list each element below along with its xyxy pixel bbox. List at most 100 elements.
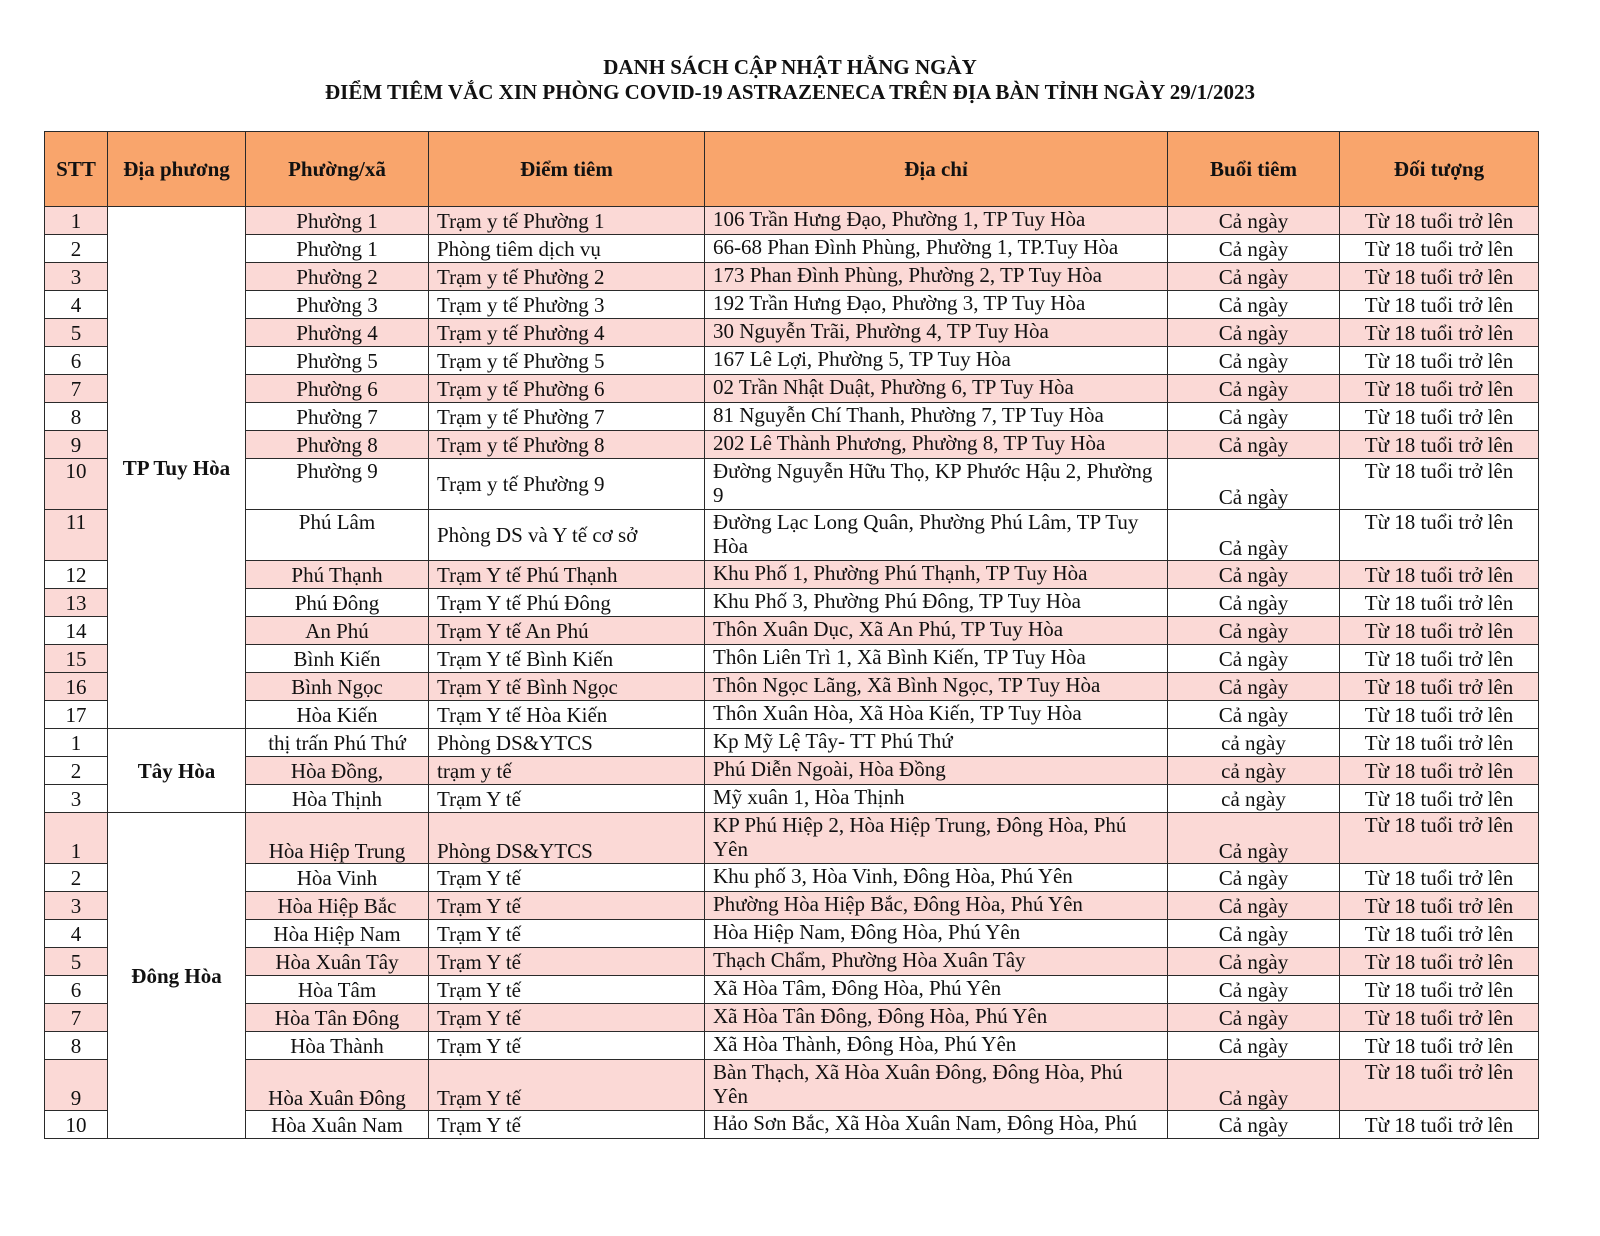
- row-address: Thôn Xuân Dục, Xã An Phú, TP Tuy Hòa: [704, 616, 1168, 645]
- row-site: Trạm y tế Phường 9: [428, 458, 705, 510]
- row-address: Khu Phố 1, Phường Phú Thạnh, TP Tuy Hòa: [704, 560, 1168, 589]
- row-ward: Hòa Thành: [245, 1031, 429, 1060]
- row-ward: Phường 6: [245, 374, 429, 403]
- row-stt: 2: [44, 234, 108, 263]
- row-address: Thôn Ngọc Lãng, Xã Bình Ngọc, TP Tuy Hòa: [704, 672, 1168, 701]
- row-session: cả ngày: [1167, 756, 1340, 785]
- row-target: Từ 18 tuổi trở lên: [1339, 262, 1539, 291]
- row-site: Trạm Y tế: [428, 1031, 705, 1060]
- row-ward: Hòa Hiệp Bắc: [245, 891, 429, 920]
- row-target: Từ 18 tuổi trở lên: [1339, 812, 1539, 864]
- table-row: 14 An Phú Trạm Y tế An Phú Thôn Xuân Dục, X…: [44, 616, 1539, 645]
- table-row: 4 Hòa Hiệp Nam Trạm Y tế Hòa Hiệp Nam, Đông…: [44, 919, 1539, 948]
- row-stt: 1: [44, 812, 108, 864]
- row-stt: 7: [44, 1003, 108, 1032]
- row-target: Từ 18 tuổi trở lên: [1339, 1059, 1539, 1111]
- row-target: Từ 18 tuổi trở lên: [1339, 560, 1539, 589]
- table-row: 9 Phường 8 Trạm y tế Phường 8 202 Lê Thành …: [44, 430, 1539, 459]
- row-target: Từ 18 tuổi trở lên: [1339, 374, 1539, 403]
- row-target: Từ 18 tuổi trở lên: [1339, 891, 1539, 920]
- table-row: 12 Phú Thạnh Trạm Y tế Phú Thạnh Khu Phố 1,…: [44, 560, 1539, 589]
- table-row: 5 Phường 4 Trạm y tế Phường 4 30 Nguyễn Trã…: [44, 318, 1539, 347]
- row-site: Trạm Y tế: [428, 1059, 705, 1111]
- row-ward: Phường 9: [245, 458, 429, 510]
- row-stt: 4: [44, 919, 108, 948]
- table-row: 8 Hòa Thành Trạm Y tế Xã Hòa Thành, Đông Hò…: [44, 1031, 1539, 1060]
- row-session: Cả ngày: [1167, 947, 1340, 976]
- table-row: 1 Tây Hòa thị trấn Phú Thứ Phòng DS&YTCS Kp …: [44, 728, 1539, 813]
- row-stt: 16: [44, 672, 108, 701]
- row-ward: Hòa Vinh: [245, 863, 429, 892]
- row-session: Cả ngày: [1167, 644, 1340, 673]
- row-session: Cả ngày: [1167, 234, 1340, 263]
- header-locality: Địa phương: [107, 131, 246, 207]
- row-address: 66-68 Phan Đình Phùng, Phường 1, TP.Tuy …: [704, 234, 1168, 263]
- row-ward: Phường 1: [245, 206, 429, 235]
- row-ward: Hòa Thịnh: [245, 784, 429, 813]
- row-session: Cả ngày: [1167, 560, 1340, 589]
- locality-cell: TP Tuy Hòa: [107, 206, 246, 729]
- row-site: Trạm y tế Phường 8: [428, 430, 705, 459]
- row-session: Cả ngày: [1167, 346, 1340, 375]
- row-address: Xã Hòa Tân Đông, Đông Hòa, Phú Yên: [704, 1003, 1168, 1032]
- row-site: Trạm y tế Phường 3: [428, 290, 705, 319]
- table-row: 5 Hòa Xuân Tây Trạm Y tế Thạch Chẩm, Phường…: [44, 947, 1539, 976]
- row-address: Xã Hòa Thành, Đông Hòa, Phú Yên: [704, 1031, 1168, 1060]
- row-address: 30 Nguyễn Trãi, Phường 4, TP Tuy Hòa: [704, 318, 1168, 347]
- document-title: DANH SÁCH CẬP NHẬT HẰNG NGÀY: [603, 55, 977, 79]
- row-stt: 1: [44, 206, 108, 235]
- row-site: Trạm Y tế Bình Kiến: [428, 644, 705, 673]
- row-ward: Phường 2: [245, 262, 429, 291]
- table-row: 9 Hòa Xuân Đông Trạm Y tế Bàn Thạch, Xã Hòa…: [44, 1059, 1539, 1111]
- table-row: 11 Phú Lâm Phòng DS và Y tế cơ sở Đường Lạc…: [44, 509, 1539, 561]
- row-stt: 3: [44, 784, 108, 813]
- row-ward: Phường 7: [245, 402, 429, 431]
- row-site: Trạm Y tế Phú Thạnh: [428, 560, 705, 589]
- locality-cell: Tây Hòa: [107, 728, 246, 813]
- row-target: Từ 18 tuổi trở lên: [1339, 1031, 1539, 1060]
- row-ward: Phường 3: [245, 290, 429, 319]
- row-stt: 17: [44, 700, 108, 729]
- row-address: Mỹ xuân 1, Hòa Thịnh: [704, 784, 1168, 813]
- header-target: Đối tượng: [1339, 131, 1539, 207]
- row-ward: Phú Lâm: [245, 509, 429, 561]
- row-target: Từ 18 tuổi trở lên: [1339, 700, 1539, 729]
- row-session: Cả ngày: [1167, 891, 1340, 920]
- table-row: 10 Phường 9 Trạm y tế Phường 9 Đường Nguyễn…: [44, 458, 1539, 510]
- header-session: Buổi tiêm: [1167, 131, 1340, 207]
- row-site: Phòng tiêm dịch vụ: [428, 234, 705, 263]
- row-ward: Phú Đông: [245, 588, 429, 617]
- row-target: Từ 18 tuổi trở lên: [1339, 318, 1539, 347]
- row-stt: 14: [44, 616, 108, 645]
- row-ward: An Phú: [245, 616, 429, 645]
- row-stt: 5: [44, 947, 108, 976]
- row-site: Trạm y tế Phường 7: [428, 402, 705, 431]
- row-session: cả ngày: [1167, 728, 1340, 757]
- row-address: Hảo Sơn Bắc, Xã Hòa Xuân Nam, Đông Hòa, …: [704, 1110, 1168, 1139]
- row-session: Cả ngày: [1167, 430, 1340, 459]
- row-address: 202 Lê Thành Phương, Phường 8, TP Tuy Hò…: [704, 430, 1168, 459]
- row-address: 81 Nguyễn Chí Thanh, Phường 7, TP Tuy Hò…: [704, 402, 1168, 431]
- row-address: Thôn Xuân Hòa, Xã Hòa Kiến, TP Tuy Hòa: [704, 700, 1168, 729]
- row-target: Từ 18 tuổi trở lên: [1339, 346, 1539, 375]
- row-stt: 15: [44, 644, 108, 673]
- row-stt: 9: [44, 1059, 108, 1111]
- header-stt: STT: [44, 131, 108, 207]
- row-site: Phòng DS và Y tế cơ sở: [428, 509, 705, 561]
- row-session: Cả ngày: [1167, 290, 1340, 319]
- row-target: Từ 18 tuổi trở lên: [1339, 402, 1539, 431]
- table-row: 6 Hòa Tâm Trạm Y tế Xã Hòa Tâm, Đông Hòa, P…: [44, 975, 1539, 1004]
- row-site: Trạm Y tế: [428, 1003, 705, 1032]
- row-target: Từ 18 tuổi trở lên: [1339, 644, 1539, 673]
- row-address: Kp Mỹ Lệ Tây- TT Phú Thứ: [704, 728, 1168, 757]
- table-row: 15 Bình Kiến Trạm Y tế Bình Kiến Thôn Liên …: [44, 644, 1539, 673]
- row-stt: 13: [44, 588, 108, 617]
- row-session: Cả ngày: [1167, 616, 1340, 645]
- row-session: Cả ngày: [1167, 206, 1340, 235]
- row-session: Cả ngày: [1167, 1003, 1340, 1032]
- row-stt: 1: [44, 728, 108, 757]
- row-ward: Hòa Đồng,: [245, 756, 429, 785]
- table-row: 4 Phường 3 Trạm y tế Phường 3 192 Trần Hưng…: [44, 290, 1539, 319]
- row-address: 192 Trần Hưng Đạo, Phường 3, TP Tuy Hòa: [704, 290, 1168, 319]
- row-target: Từ 18 tuổi trở lên: [1339, 947, 1539, 976]
